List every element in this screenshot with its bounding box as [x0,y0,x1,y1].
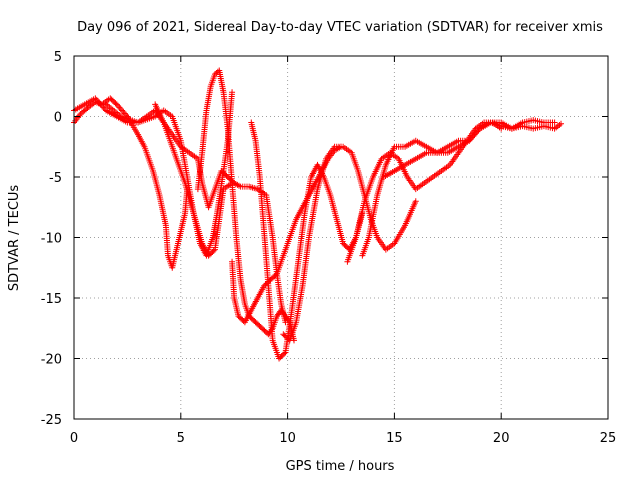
data-point [112,100,119,107]
x-tick-label: 5 [177,431,185,446]
data-point [412,198,419,205]
data-point [272,272,279,279]
data-point [84,105,91,112]
y-tick-label: -15 [41,292,62,307]
x-tick-label: 0 [70,431,78,446]
data-point [210,247,217,254]
x-tick-label: 15 [386,431,403,446]
series-track-11 [380,119,565,180]
y-tick-label: -10 [41,232,62,247]
y-tick-label: -25 [41,413,62,428]
data-point [558,120,565,127]
x-tick-label: 20 [493,431,510,446]
series-track-5 [194,67,298,344]
y-axis-label: SDTVAR / TECUs [7,185,22,292]
grid-lines [74,56,608,419]
y-tick-label: -5 [49,171,62,186]
y-tick-label: 0 [54,111,62,126]
series-track-1 [71,95,191,271]
axis-ticks: 0 5 10 15 20 25 -25 -20 -15 -10 -5 0 5 [41,50,617,446]
x-tick-label: 25 [600,431,617,446]
chart-title: Day 096 of 2021, Sidereal Day-to-day VTE… [77,20,603,35]
data-point [229,89,236,96]
y-tick-label: 5 [54,50,62,65]
x-tick-label: 10 [279,431,296,446]
y-tick-label: -20 [41,353,62,368]
data-point [551,119,558,126]
data-point [281,350,288,357]
series-track-6 [229,143,344,326]
x-axis-label: GPS time / hours [286,459,395,474]
data-points [71,67,565,362]
